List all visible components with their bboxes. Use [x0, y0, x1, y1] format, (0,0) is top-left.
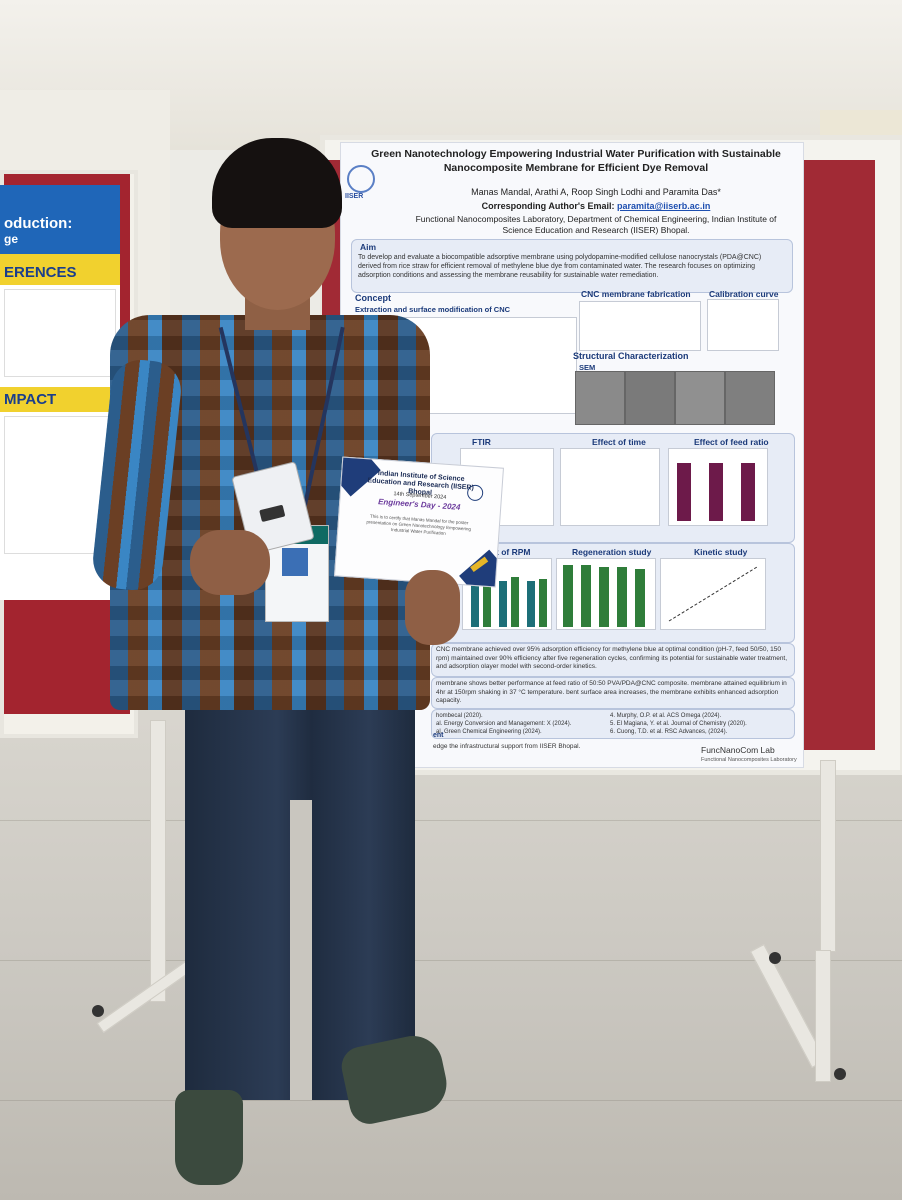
- iiser-logo-icon: [347, 165, 375, 193]
- kinetic-line: [668, 566, 758, 622]
- kinetic-chart: [660, 558, 766, 630]
- poster-affiliation: Functional Nanocomposites Laboratory, De…: [415, 214, 777, 235]
- left-stand-leg: [150, 720, 166, 1002]
- aim-label: Aim: [360, 242, 377, 252]
- left-poster-references-heading: ERENCES: [0, 260, 120, 285]
- effect-time-chart: [560, 448, 660, 526]
- reference-item: al. Green Chemical Engineering (2024).: [436, 729, 542, 735]
- results-summary-box: CNC membrane achieved over 95% adsorptio…: [431, 643, 795, 677]
- aim-box: Aim To develop and evaluate a biocompati…: [351, 239, 793, 293]
- poster-title: Green Nanotechnology Empowering Industri…: [371, 148, 781, 174]
- left-poster-references-block: [4, 289, 116, 377]
- poster-email-link: paramita@iiserb.ac.in: [617, 201, 711, 211]
- acknowledgement-text: edge the infrastructural support from II…: [433, 743, 581, 750]
- cnc-fabrication-diagram: [579, 301, 701, 351]
- concept-label: Concept: [355, 293, 391, 303]
- conclusion-text: membrane shows better performance at fee…: [436, 680, 787, 704]
- ftir-label: FTIR: [472, 437, 491, 447]
- aim-text: To develop and evaluate a biocompatible …: [358, 254, 762, 279]
- regeneration-label: Regeneration study: [572, 547, 652, 557]
- effect-feed-label: Effect of feed ratio: [694, 437, 769, 447]
- person-right-hand: [405, 570, 460, 645]
- structural-label: Structural Characterization: [573, 351, 689, 361]
- results-summary-text: CNC membrane achieved over 95% adsorptio…: [436, 646, 788, 670]
- poster-email: Corresponding Author's Email: paramita@i…: [481, 201, 711, 211]
- calibration-label: Calibration curve: [709, 289, 779, 299]
- effect-feed-chart: [668, 448, 768, 526]
- left-poster-header: oduction: ge: [0, 185, 120, 260]
- lab-name: Functional Nanocomposites Laboratory: [701, 757, 797, 763]
- effect-time-label: Effect of time: [592, 437, 646, 447]
- references-box: hombecal (2020). al. Energy Conversion a…: [431, 709, 795, 739]
- sem-label: SEM: [579, 363, 596, 372]
- calibration-chart: [707, 299, 779, 351]
- right-stand-leg: [820, 760, 836, 952]
- right-stand-wheel: [769, 952, 781, 964]
- certificate-body: This is to certify that Manas Mandal for…: [366, 513, 472, 536]
- lab-logo: FuncNanoCom Lab: [701, 745, 775, 755]
- iiser-logo-text: IISER: [345, 193, 364, 200]
- acknowledgement-label: ent: [433, 732, 444, 739]
- reference-item: 6. Cuong, T.D. et al. RSC Advances, (202…: [610, 729, 728, 735]
- effect-rpm-label: t of RPM: [496, 547, 531, 557]
- person-hair: [212, 138, 342, 228]
- regeneration-chart: [556, 558, 656, 630]
- left-stand-wheel: [92, 1005, 104, 1017]
- certificate: Indian Institute of Science Education an…: [334, 456, 504, 588]
- cnc-fabrication-label: CNC membrane fabrication: [581, 289, 691, 299]
- id-badge-photo: [282, 548, 308, 576]
- left-poster-impact-heading: MPACT: [0, 387, 120, 412]
- poster-authors: Manas Mandal, Arathi A, Roop Singh Lodhi…: [471, 187, 721, 197]
- reference-item: al. Energy Conversion and Management: X …: [436, 721, 572, 727]
- reference-item: 4. Murphy, O.P. et al. ACS Omega (2024).: [610, 713, 722, 719]
- person-left-hand: [190, 530, 270, 595]
- reference-item: hombecal (2020).: [436, 713, 483, 719]
- person-left-shoe: [175, 1090, 243, 1185]
- concept-subtitle: Extraction and surface modification of C…: [355, 305, 511, 314]
- conclusion-box: membrane shows better performance at fee…: [431, 677, 795, 709]
- kinetic-label: Kinetic study: [694, 547, 748, 557]
- reference-item: 5. El Magiana, Y. et al. Journal of Chem…: [610, 721, 747, 727]
